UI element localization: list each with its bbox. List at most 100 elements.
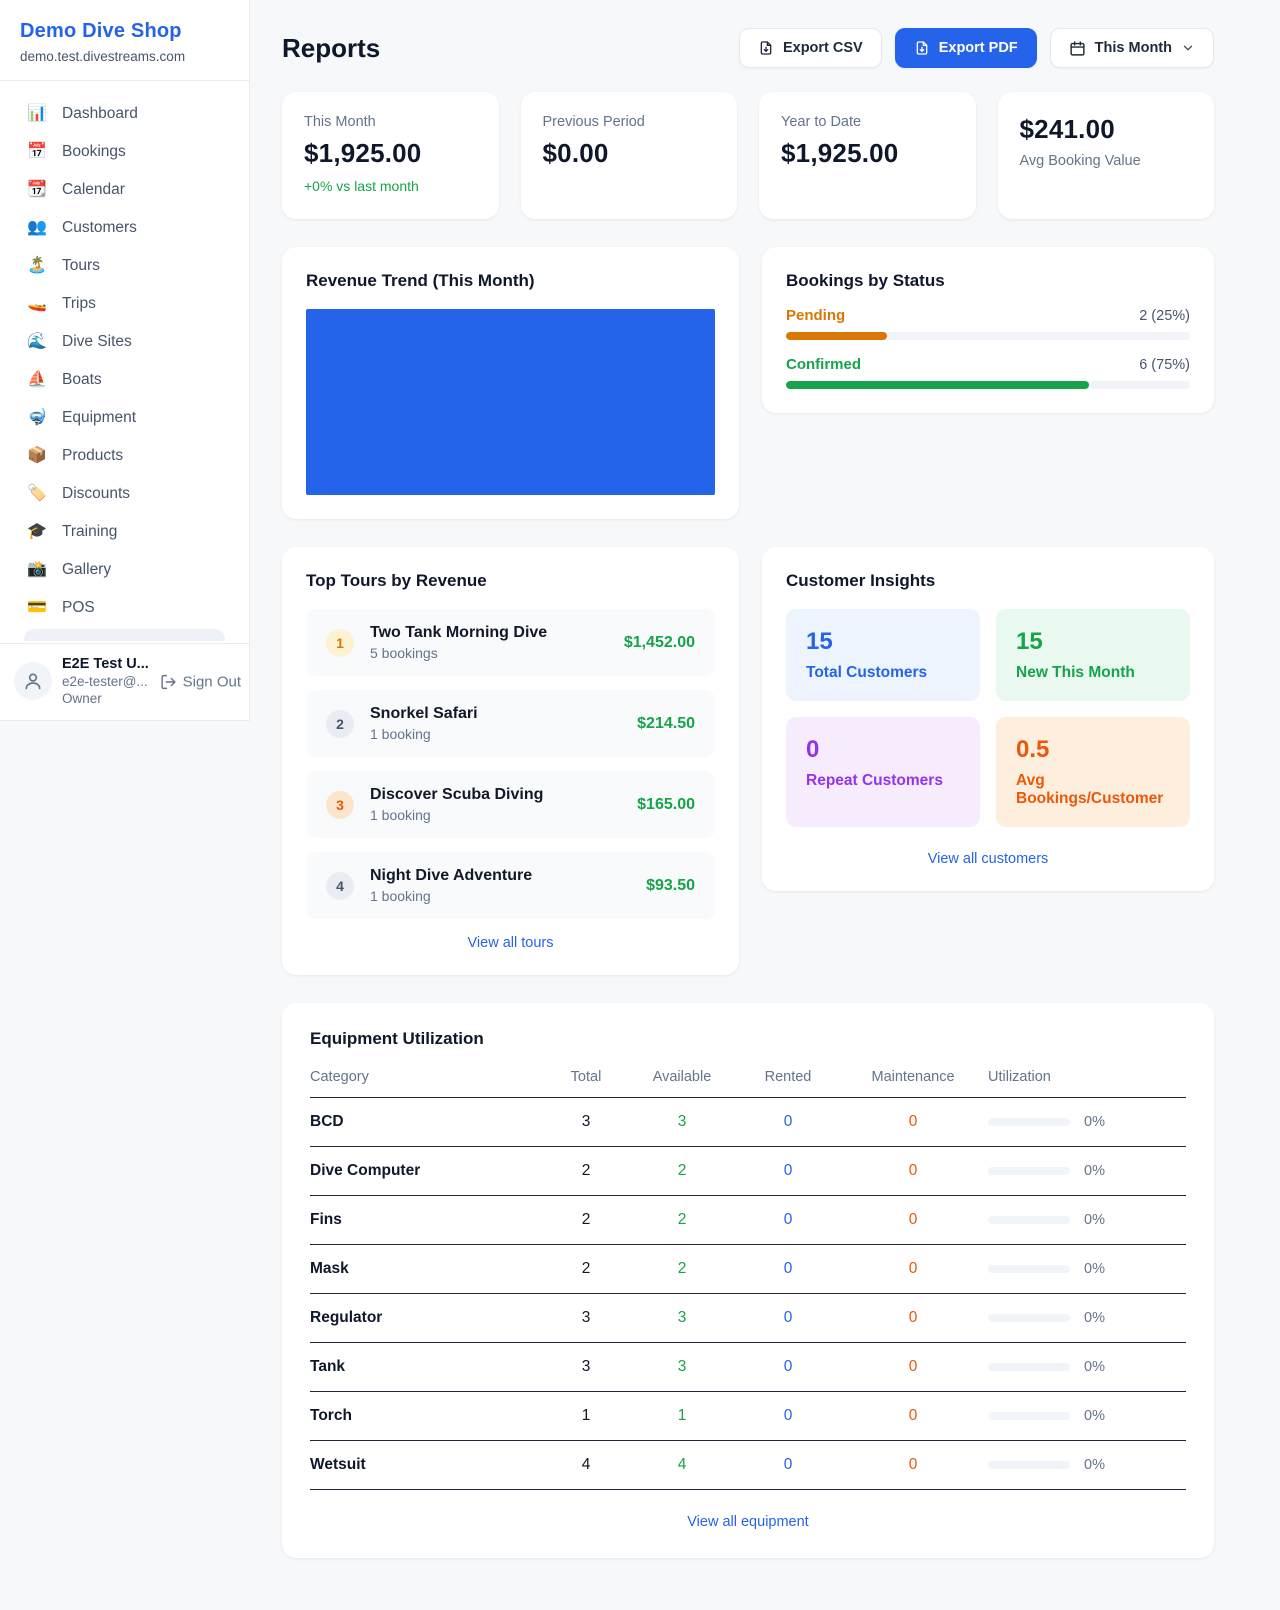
- table-row: Wetsuit 4 4 0 0 0%: [310, 1441, 1186, 1490]
- cell-maintenance: 0: [908, 1162, 918, 1179]
- insight-value: 15: [1016, 628, 1043, 655]
- cell-maintenance: 0: [908, 1113, 918, 1130]
- sidebar-nav-item[interactable]: 🚤 Trips: [12, 285, 237, 323]
- view-all-tours-link[interactable]: View all tours: [467, 935, 554, 951]
- tour-name: Two Tank Morning Dive: [370, 624, 548, 641]
- tour-list-item: 2 Snorkel Safari 1 booking $214.50: [306, 690, 715, 757]
- revenue-trend-bar: [306, 309, 715, 495]
- stat-value: $1,925.00: [304, 138, 422, 168]
- sidebar-item-label: Dashboard: [62, 105, 138, 122]
- page-header: Reports Export CSV Export PDF: [282, 28, 1214, 68]
- stat-label: Avg Booking Value: [1019, 153, 1141, 169]
- export-pdf-button[interactable]: Export PDF: [894, 28, 1037, 68]
- chevron-down-icon: [1183, 45, 1193, 51]
- sidebar-nav-item[interactable]: 📸 Gallery: [12, 551, 237, 589]
- user-section: E2E Test U... e2e-tester@... Owner Sign …: [0, 643, 249, 720]
- sidebar-nav-item[interactable]: 🌊 Dive Sites: [12, 323, 237, 361]
- stat-value: $0.00: [542, 138, 609, 168]
- sidebar-nav-item[interactable]: 📆 Calendar: [12, 171, 237, 209]
- tour-revenue: $214.50: [637, 714, 695, 732]
- cell-maintenance: 0: [908, 1211, 918, 1228]
- user-role: Owner: [62, 691, 102, 706]
- stat-label: Previous Period: [542, 114, 645, 130]
- col-header-rented: Rented: [764, 1069, 812, 1085]
- cell-rented: 0: [783, 1162, 793, 1179]
- status-bar-track: [786, 381, 1190, 389]
- insight-tile-total-customers: 15 Total Customers: [786, 609, 980, 701]
- cell-maintenance: 0: [908, 1309, 918, 1326]
- tour-rank-badge: 4: [326, 871, 354, 900]
- main-content: Reports Export CSV Export PDF: [250, 0, 1280, 1558]
- sidebar-item-label: Gallery: [62, 561, 112, 578]
- sidebar-nav-item[interactable]: 🏷️ Discounts: [12, 475, 237, 513]
- status-bar-fill: [786, 381, 1089, 389]
- status-count: 6 (75%): [1139, 357, 1190, 373]
- sidebar-nav-item[interactable]: 📅 Bookings: [12, 133, 237, 171]
- tour-bookings: 1 booking: [370, 888, 431, 904]
- tear-off-calendar-icon: 📆: [27, 181, 47, 198]
- utilization-percent: 0%: [1084, 1310, 1105, 1326]
- sign-out-button[interactable]: Sign Out: [160, 674, 241, 691]
- export-csv-button[interactable]: Export CSV: [738, 28, 882, 68]
- status-row-confirmed: Confirmed 6 (75%): [786, 356, 1190, 389]
- sidebar-nav: 📊 Dashboard 📅 Bookings 📆 Calendar 👥 Cust…: [0, 81, 249, 643]
- utilization-bar-track: [988, 1412, 1070, 1420]
- sidebar-item-label: Customers: [62, 219, 137, 236]
- user-email: e2e-tester@...: [62, 674, 148, 689]
- speedboat-icon: 🚤: [27, 295, 47, 312]
- sidebar-item-reports-partial[interactable]: [24, 629, 225, 641]
- revenue-trend-title: Revenue Trend (This Month): [306, 271, 535, 290]
- calendar-date-icon: 📅: [27, 143, 47, 160]
- sidebar-nav-item[interactable]: 📊 Dashboard: [12, 95, 237, 133]
- stat-label: This Month: [304, 114, 376, 130]
- tour-bookings: 5 bookings: [370, 645, 438, 661]
- camera-icon: 📸: [27, 561, 47, 578]
- utilization-percent: 0%: [1084, 1359, 1105, 1375]
- view-all-equipment-link[interactable]: View all equipment: [687, 1514, 809, 1530]
- col-header-maintenance: Maintenance: [871, 1069, 955, 1085]
- customer-insights-title: Customer Insights: [786, 571, 936, 590]
- cell-available: 2: [677, 1260, 687, 1277]
- sidebar-item-label: Training: [62, 523, 118, 540]
- period-dropdown[interactable]: This Month: [1049, 28, 1214, 68]
- utilization-percent: 0%: [1084, 1163, 1105, 1179]
- sidebar-nav-item[interactable]: 🤿 Equipment: [12, 399, 237, 437]
- utilization-bar-track: [988, 1265, 1070, 1273]
- cell-total: 3: [581, 1358, 591, 1375]
- shop-name: Demo Dive Shop: [20, 20, 182, 42]
- cell-category: Torch: [310, 1407, 352, 1424]
- stat-card-previous-period: Previous Period $0.00: [520, 92, 737, 219]
- sidebar-item-label: Discounts: [62, 485, 131, 502]
- dive-mask-icon: 🤿: [27, 409, 47, 426]
- table-row: Tank 3 3 0 0 0%: [310, 1343, 1186, 1392]
- cell-rented: 0: [783, 1211, 793, 1228]
- insight-grid: 15 Total Customers 15 New This Month 0 R…: [786, 609, 1190, 827]
- sidebar: Demo Dive Shop demo.test.divestreams.com…: [0, 0, 250, 721]
- sidebar-nav-item[interactable]: 👥 Customers: [12, 209, 237, 247]
- sidebar-nav-item[interactable]: 🎓 Training: [12, 513, 237, 551]
- equipment-table-header: Category Total Available Rented Maintena…: [310, 1069, 1186, 1098]
- cell-rented: 0: [783, 1456, 793, 1473]
- tour-revenue: $165.00: [637, 795, 695, 813]
- sidebar-nav-item[interactable]: 💳 POS: [12, 589, 237, 627]
- revenue-trend-card: Revenue Trend (This Month): [282, 247, 739, 519]
- utilization-percent: 0%: [1084, 1457, 1105, 1473]
- equipment-utilization-card: Equipment Utilization Category Total Ava…: [282, 1003, 1214, 1558]
- sidebar-nav-item[interactable]: 📦 Products: [12, 437, 237, 475]
- tour-rank-badge: 2: [326, 709, 354, 738]
- cell-rented: 0: [783, 1260, 793, 1277]
- stat-value: $241.00: [1019, 114, 1115, 144]
- tour-revenue: $1,452.00: [623, 633, 695, 651]
- stats-row: This Month $1,925.00 +0% vs last month P…: [282, 92, 1214, 219]
- sidebar-nav-item[interactable]: 🏝️ Tours: [12, 247, 237, 285]
- file-download-icon: [916, 41, 928, 55]
- avatar: [14, 662, 52, 700]
- cell-available: 2: [677, 1211, 687, 1228]
- calendar-icon: [1070, 40, 1085, 56]
- tour-list: 1 Two Tank Morning Dive 5 bookings $1,45…: [306, 609, 715, 919]
- equipment-table-body: BCD 3 3 0 0 0% Dive Computer: [310, 1098, 1186, 1490]
- cell-total: 2: [581, 1211, 591, 1228]
- view-all-customers-link[interactable]: View all customers: [927, 851, 1049, 867]
- status-label: Confirmed: [786, 356, 861, 373]
- sidebar-nav-item[interactable]: ⛵ Boats: [12, 361, 237, 399]
